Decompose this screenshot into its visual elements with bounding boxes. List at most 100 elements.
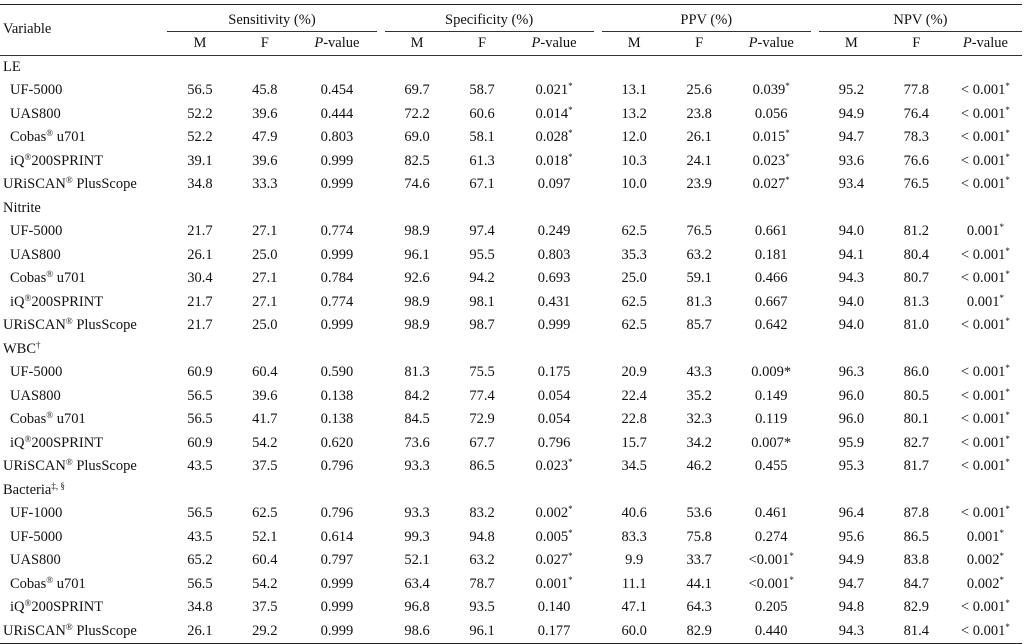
p-value-cell: 0.797	[320, 552, 354, 569]
variable-header: Variable	[0, 4, 168, 56]
column-gap	[811, 502, 819, 526]
table-row: UF-5000 56.5 45.8 0.454 69.7 58.7 0.021* 13.1 25…	[0, 79, 1022, 103]
column-gap	[377, 385, 385, 409]
p-value-cell: 0.774	[320, 223, 354, 240]
section-label: LE	[3, 59, 21, 75]
female-cell: 81.4	[903, 622, 929, 639]
female-cell: 58.7	[469, 82, 495, 99]
p-value-cell: 0.774	[320, 293, 354, 310]
column-gap	[811, 220, 819, 244]
p-value-cell: < 0.001*	[960, 175, 1010, 193]
female-cell: 37.5	[252, 599, 278, 616]
male-cell: 96.0	[838, 411, 865, 428]
p-value-cell: 0.018*	[535, 151, 573, 169]
female-cell: 86.5	[469, 458, 495, 475]
male-cell: 94.8	[838, 599, 865, 616]
p-value-cell: 0.054	[537, 387, 571, 404]
female-cell: 39.6	[252, 387, 278, 404]
analyzer-name: UF-5000	[10, 364, 63, 381]
column-gap	[377, 455, 385, 479]
p-value-cell: 0.138	[320, 387, 354, 404]
male-cell: 60.0	[621, 622, 647, 639]
female-cell: 67.7	[469, 434, 495, 451]
p-value-column-header: P-value	[731, 31, 811, 56]
analyzer-name: Cobas® u701	[10, 574, 86, 592]
female-cell: 86.0	[903, 364, 929, 381]
male-column-header: M	[601, 31, 667, 56]
male-cell: 92.6	[404, 270, 430, 287]
table-row: URiSCAN® PlusScope 43.5 37.5 0.796 93.3 86.5 0…	[0, 455, 1022, 479]
p-value-cell: 0.999	[320, 599, 354, 616]
female-cell: 98.7	[469, 317, 495, 334]
male-cell: 62.5	[621, 293, 647, 310]
female-cell: 60.6	[469, 105, 495, 122]
table-row: UF-5000 21.7 27.1 0.774 98.9 97.4 0.249 62.5 76.…	[0, 220, 1022, 244]
column-gap	[811, 267, 819, 291]
male-cell: 15.7	[621, 434, 647, 451]
p-value-cell: < 0.001*	[960, 128, 1010, 146]
p-value-cell: 0.097	[537, 176, 571, 193]
male-cell: 98.9	[404, 317, 430, 334]
subheader-gap	[810, 31, 819, 56]
female-cell: 94.2	[469, 270, 495, 287]
p-value-cell: 0.455	[754, 458, 788, 475]
column-gap	[377, 291, 385, 315]
column-gap	[811, 314, 819, 338]
male-cell: 74.6	[404, 176, 430, 193]
male-cell: 56.5	[187, 82, 213, 99]
female-cell: 82.9	[686, 622, 712, 639]
female-column-header: F	[666, 31, 732, 56]
table-row: UAS800 56.5 39.6 0.138 84.2 77.4 0.054 22.4 35.2…	[0, 385, 1022, 409]
table-row: UAS800 26.1 25.0 0.999 96.1 95.5 0.803 35.3 63.2…	[0, 244, 1022, 268]
male-column-header: M	[167, 31, 233, 56]
table-row: Cobas® u701 56.5 41.7 0.138 84.5 72.9 0.054 22.…	[0, 408, 1022, 432]
p-value-cell: 0.140	[537, 599, 571, 616]
male-cell: 96.3	[838, 364, 865, 381]
female-cell: 26.1	[686, 129, 712, 146]
female-cell: 95.5	[469, 246, 495, 263]
column-gap	[811, 79, 819, 103]
male-cell: 60.9	[187, 364, 213, 381]
column-gap	[377, 620, 385, 644]
p-value-cell: 0.027*	[752, 175, 790, 193]
female-column-header: F	[449, 31, 515, 56]
male-cell: 34.8	[187, 176, 213, 193]
female-cell: 76.4	[903, 105, 929, 122]
female-cell: 77.8	[903, 82, 929, 99]
male-cell: 63.4	[404, 575, 430, 592]
male-cell: 96.4	[838, 505, 865, 522]
p-value-cell: 0.693	[537, 270, 571, 287]
female-cell: 41.7	[252, 411, 278, 428]
female-cell: 78.3	[903, 129, 929, 146]
npv-header: NPV (%)	[818, 4, 1022, 32]
female-cell: 83.2	[469, 505, 495, 522]
p-value-cell: 0.009*	[751, 364, 792, 381]
column-gap	[594, 220, 602, 244]
p-value-cell: 0.181	[754, 246, 788, 263]
p-value-cell: < 0.001*	[960, 245, 1010, 263]
female-cell: 46.2	[686, 458, 712, 475]
male-cell: 94.7	[838, 129, 865, 146]
female-cell: 80.7	[903, 270, 929, 287]
table-row: UF-1000 56.5 62.5 0.796 93.3 83.2 0.002* 40.6 53…	[0, 502, 1022, 526]
analyzer-name: iQ®200SPRINT	[10, 292, 104, 310]
p-value-cell: 0.015*	[752, 128, 790, 146]
male-cell: 13.2	[621, 105, 647, 122]
column-gap	[377, 173, 385, 197]
female-cell: 96.1	[469, 622, 495, 639]
female-cell: 84.7	[903, 575, 929, 592]
p-value-cell: 0.119	[755, 411, 788, 428]
column-gap	[811, 361, 819, 385]
female-cell: 47.9	[252, 129, 278, 146]
male-cell: 20.9	[621, 364, 647, 381]
analyzer-name: Cobas® u701	[10, 410, 86, 428]
female-cell: 81.0	[903, 317, 929, 334]
male-cell: 39.1	[187, 152, 213, 169]
column-gap	[594, 502, 602, 526]
female-cell: 23.9	[686, 176, 712, 193]
p-value-cell: 0.023*	[535, 457, 573, 475]
male-cell: 82.5	[404, 152, 430, 169]
male-cell: 26.1	[187, 246, 213, 263]
column-gap	[811, 526, 819, 550]
p-value-cell: 0.138	[320, 411, 354, 428]
